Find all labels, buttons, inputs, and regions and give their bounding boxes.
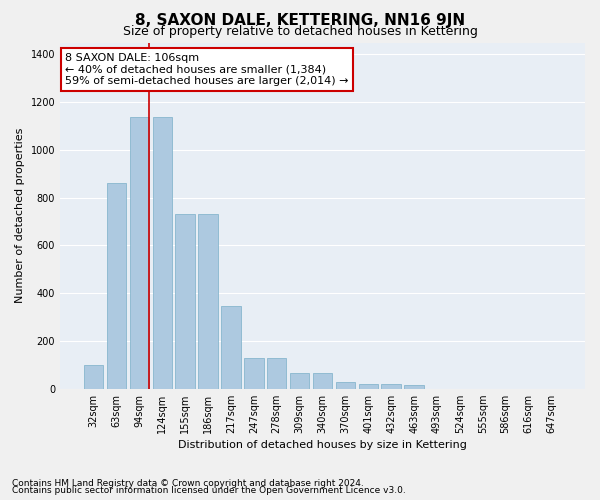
Text: Contains public sector information licensed under the Open Government Licence v3: Contains public sector information licen… (12, 486, 406, 495)
Bar (152, 116, 172, 388)
X-axis label: Distribution of detached houses by size in Kettering: Distribution of detached houses by size … (178, 440, 467, 450)
Bar (290, 373, 310, 388)
Text: Size of property relative to detached houses in Kettering: Size of property relative to detached ho… (122, 25, 478, 38)
Text: 8, SAXON DALE, KETTERING, NN16 9JN: 8, SAXON DALE, KETTERING, NN16 9JN (135, 12, 465, 28)
Bar (84, 365, 103, 388)
Bar (199, 214, 218, 388)
Text: 8 SAXON DALE: 106sqm
← 40% of detached houses are smaller (1,384)
59% of semi-de: 8 SAXON DALE: 106sqm ← 40% of detached h… (65, 53, 349, 86)
Bar (359, 384, 378, 388)
Text: Contains HM Land Registry data © Crown copyright and database right 2024.: Contains HM Land Registry data © Crown c… (12, 478, 364, 488)
Bar (221, 306, 241, 388)
Bar (244, 358, 263, 388)
Bar (404, 385, 424, 388)
Y-axis label: Number of detached properties: Number of detached properties (15, 128, 25, 304)
Bar (175, 214, 195, 388)
Bar (130, 116, 149, 388)
Bar (267, 358, 286, 388)
Bar (335, 382, 355, 388)
Bar (313, 373, 332, 388)
Bar (107, 184, 126, 388)
Bar (382, 384, 401, 388)
